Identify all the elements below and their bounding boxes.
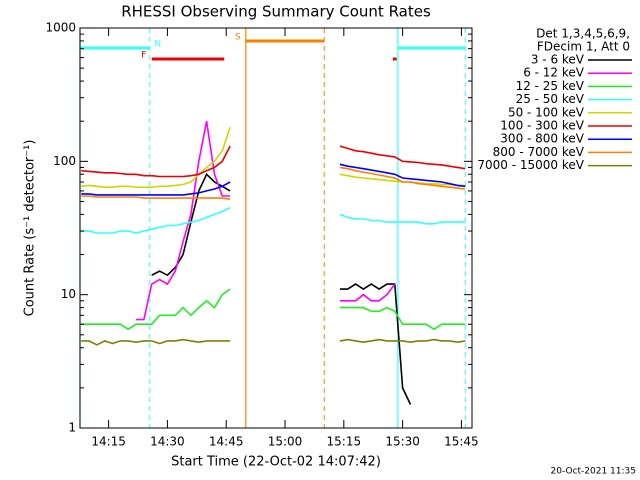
x-tick-label: 14:30 [150, 435, 185, 449]
y-tick-label: 10 [61, 287, 76, 301]
legend-header: Det 1,3,4,5,6,9, [536, 27, 630, 41]
series-line [81, 288, 466, 331]
legend-label: 50 - 100 keV [508, 105, 585, 119]
series-line [81, 338, 466, 346]
legend-label: 800 - 7000 keV [493, 145, 585, 159]
x-axis-label: Start Time (22-Oct-02 14:07:42) [171, 455, 381, 470]
legend-label: 3 - 6 keV [531, 53, 585, 67]
x-tick-label: 14:15 [91, 435, 126, 449]
x-tick-label: 15:15 [327, 435, 362, 449]
x-tick-label: 14:45 [209, 435, 244, 449]
timestamp: 20-Oct-2021 11:35 [551, 467, 636, 477]
x-tick-label: 15:00 [268, 435, 303, 449]
series-line [81, 166, 466, 200]
y-tick-label: 100 [53, 154, 76, 168]
legend-label: 7000 - 15000 keV [477, 158, 584, 172]
interval-label: N [154, 40, 161, 50]
y-axis-label: Count Rate (s⁻¹ detector⁻¹) [23, 140, 38, 317]
y-tick-label: 1 [68, 421, 76, 435]
plot-frame [79, 27, 473, 429]
interval-label: F [141, 51, 146, 61]
legend-label: 6 - 12 keV [523, 66, 585, 80]
legend-label: 300 - 800 keV [500, 132, 584, 146]
legend-header: FDecim 1, Att 0 [537, 40, 630, 54]
legend-label: 12 - 25 keV [516, 79, 585, 93]
y-tick-label: 1000 [45, 21, 76, 35]
x-tick-label: 15:45 [444, 435, 479, 449]
series-line [81, 145, 466, 178]
x-tick-label: 15:30 [385, 435, 420, 449]
series-line [81, 163, 466, 196]
interval-label: S [235, 33, 241, 43]
series-line [136, 121, 396, 321]
chart-title: RHESSI Observing Summary Count Rates [121, 3, 431, 21]
legend-label: 25 - 50 keV [516, 92, 585, 106]
series-line [81, 206, 466, 234]
legend-label: 100 - 300 keV [500, 119, 584, 133]
